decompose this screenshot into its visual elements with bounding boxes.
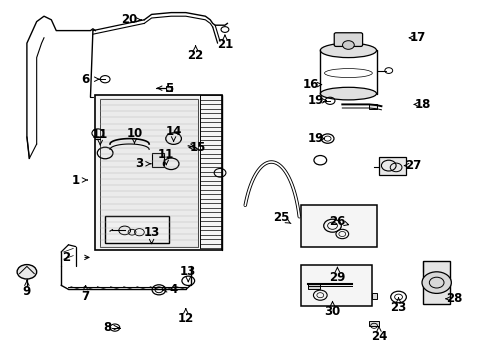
- Text: 25: 25: [272, 211, 289, 224]
- Text: 11: 11: [92, 129, 108, 141]
- Text: 7: 7: [81, 291, 89, 303]
- FancyBboxPatch shape: [334, 33, 362, 46]
- Text: 3: 3: [135, 157, 143, 170]
- Text: 30: 30: [324, 305, 340, 318]
- Circle shape: [17, 265, 37, 279]
- Text: 22: 22: [187, 49, 203, 62]
- Text: 13: 13: [180, 265, 196, 278]
- Bar: [151, 153, 163, 167]
- Text: 29: 29: [328, 271, 345, 284]
- Text: 28: 28: [446, 292, 462, 305]
- Bar: [105, 216, 168, 243]
- Text: 11: 11: [158, 148, 174, 161]
- Bar: [378, 157, 405, 175]
- Bar: [307, 283, 320, 289]
- Text: 15: 15: [189, 141, 206, 154]
- Text: 27: 27: [404, 159, 421, 172]
- Circle shape: [342, 41, 353, 49]
- Circle shape: [421, 272, 450, 293]
- Text: 8: 8: [103, 321, 111, 334]
- Text: 4: 4: [169, 283, 177, 296]
- Text: 23: 23: [389, 301, 406, 314]
- Bar: [100, 99, 198, 247]
- Text: 21: 21: [216, 39, 233, 51]
- Text: 14: 14: [165, 125, 182, 138]
- Bar: [166, 86, 172, 91]
- Bar: [95, 95, 222, 250]
- Ellipse shape: [320, 87, 376, 100]
- Text: 2: 2: [62, 251, 70, 264]
- Text: 1: 1: [72, 174, 80, 186]
- Text: 6: 6: [81, 73, 89, 86]
- Text: 17: 17: [409, 31, 426, 44]
- Text: 16: 16: [302, 78, 318, 91]
- Text: 20: 20: [121, 13, 138, 26]
- Text: 9: 9: [23, 285, 31, 298]
- Bar: [300, 205, 376, 247]
- Text: 26: 26: [328, 215, 345, 228]
- Text: 10: 10: [126, 127, 142, 140]
- Bar: [300, 265, 371, 306]
- Text: 18: 18: [414, 98, 430, 111]
- Text: 13: 13: [143, 226, 160, 239]
- Text: 19: 19: [306, 132, 323, 145]
- Bar: [368, 104, 376, 109]
- Bar: [368, 321, 378, 326]
- Text: 24: 24: [370, 330, 386, 343]
- Bar: [371, 293, 376, 299]
- Ellipse shape: [320, 43, 376, 58]
- Text: 19: 19: [306, 94, 323, 107]
- Text: 12: 12: [177, 312, 194, 325]
- Text: 5: 5: [164, 82, 172, 95]
- Bar: [422, 261, 449, 304]
